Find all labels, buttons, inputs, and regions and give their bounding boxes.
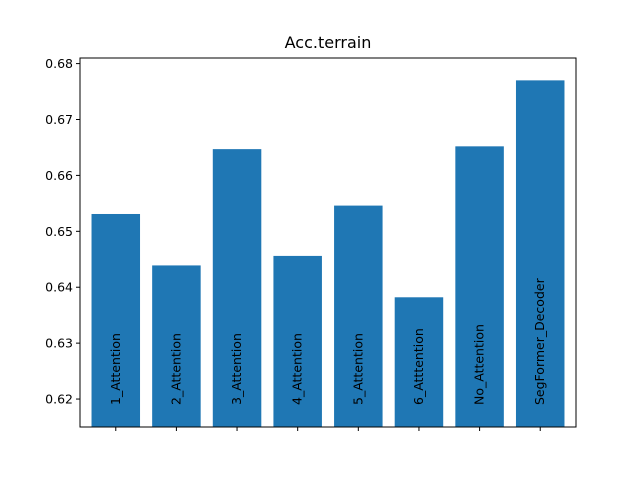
bar-labels-group: 1_Attention 2_Attention 3_Attention 4_Atten… (108, 277, 547, 405)
bar-label: 3_Attention (229, 333, 244, 405)
bar-no-attention (455, 146, 504, 427)
y-axis: 0.62 0.63 0.64 0.65 0.66 0.67 0.68 (45, 56, 80, 407)
y-tick-label: 0.65 (45, 224, 73, 239)
y-tick-label: 0.67 (45, 112, 73, 127)
bar-3-attention (212, 149, 262, 427)
bar-label: 5_Attention (350, 333, 365, 405)
bar-5-attention (334, 205, 383, 427)
bar-4-attention (273, 255, 322, 427)
bar-label: 4_Attention (290, 333, 305, 405)
bars-group (91, 80, 565, 427)
bar-segformer-decoder (515, 80, 565, 427)
x-ticks-group (115, 427, 541, 431)
bar-6-atttention (394, 297, 444, 427)
y-tick-label: 0.63 (45, 336, 73, 351)
bar-label: 1_Attention (108, 333, 123, 405)
y-tick-label: 0.68 (45, 56, 73, 71)
plot-frame (79, 57, 577, 428)
bar-label: No_Attention (472, 324, 487, 405)
bar-1-attention (91, 213, 141, 427)
chart-title: Acc.terrain (285, 33, 372, 52)
bar-label: 2_Attention (168, 333, 183, 405)
bar-label: 6_Atttention (411, 328, 426, 405)
bar-2-attention (152, 265, 201, 427)
bar-label: SegFormer_Decoder (532, 277, 547, 405)
y-tick-label: 0.66 (45, 168, 73, 183)
y-tick-label: 0.64 (45, 280, 73, 295)
y-tick-label: 0.62 (45, 392, 73, 407)
